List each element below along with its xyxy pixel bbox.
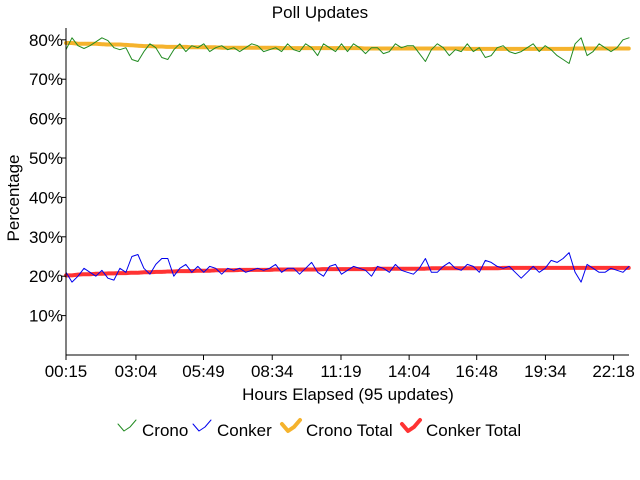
axes (65, 28, 629, 356)
legend-swatch (117, 419, 137, 432)
series-line-crono (65, 37, 630, 64)
legend-swatch (192, 419, 212, 432)
x-tick-label: 19:34 (524, 362, 567, 381)
legend-item-conker-total: Conker Total (400, 418, 521, 440)
legend-item-conker: Conker (192, 419, 272, 440)
chart-title: Poll Updates (272, 3, 368, 22)
legend-swatch (400, 418, 422, 433)
x-tick-label: 22:18 (592, 362, 635, 381)
x-tick-label: 03:04 (115, 362, 158, 381)
x-axis-ticks: 00:15 03:04 05:49 08:34 11:19 14:04 16:48 19:34… (45, 355, 635, 381)
legend-item-crono-total: Crono Total (280, 418, 393, 440)
y-tick-label: 70% (29, 70, 63, 89)
legend-label: Conker Total (426, 421, 521, 440)
y-tick-label: 10% (29, 307, 63, 326)
x-tick-label: 11:19 (320, 362, 361, 381)
legend-label: Crono Total (306, 421, 393, 440)
x-tick-label: 14:04 (388, 362, 431, 381)
y-tick-label: 80% (29, 31, 63, 50)
y-tick-label: 30% (29, 228, 63, 247)
series-line-crono-total (64, 41, 631, 51)
x-tick-label: 16:48 (455, 362, 498, 381)
series-line-conker (65, 252, 630, 283)
y-tick-label: 60% (29, 110, 63, 129)
legend-label: Crono (142, 421, 188, 440)
x-tick-label: 00:15 (45, 362, 88, 381)
x-tick-label: 05:49 (182, 362, 225, 381)
y-tick-label: 50% (29, 149, 63, 168)
plot-area (64, 37, 631, 283)
x-axis-label: Hours Elapsed (95 updates) (242, 385, 454, 404)
y-axis-ticks: 10% 20% 30% 40% 50% 60% 70% 80% (29, 31, 66, 326)
legend-item-crono: Crono (117, 419, 188, 440)
legend: Crono Conker Crono Total Conker Total (117, 418, 521, 440)
legend-swatch (280, 418, 302, 433)
legend-label: Conker (217, 421, 272, 440)
y-axis-label: Percentage (4, 155, 23, 242)
x-tick-label: 08:34 (251, 362, 294, 381)
y-tick-label: 20% (29, 267, 63, 286)
y-tick-label: 40% (29, 188, 63, 207)
